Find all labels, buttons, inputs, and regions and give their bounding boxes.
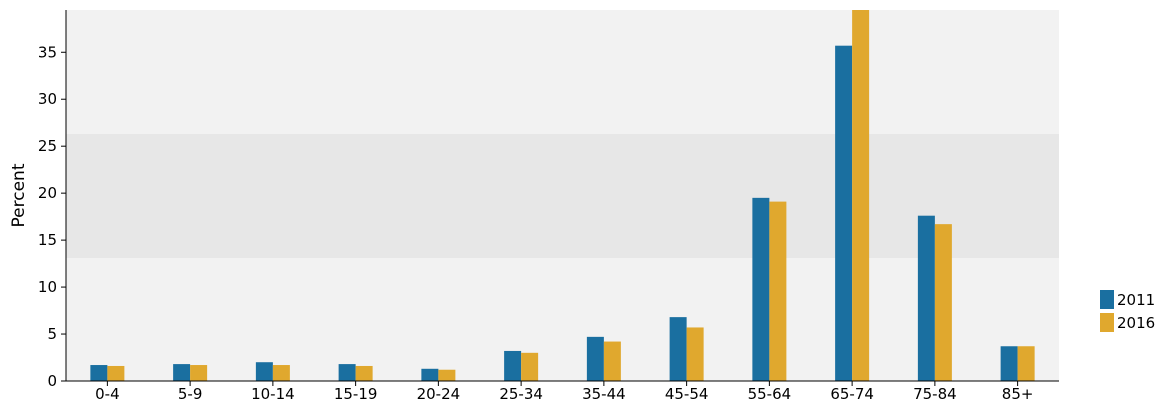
bars-group [90,10,1035,382]
y-tick-label: 5 [47,325,57,343]
legend: 2011 2016 [1100,290,1155,332]
bar-2011-0-4 [90,365,108,381]
legend-swatch-2011 [1100,290,1114,309]
bar-2011-5-9 [173,364,191,381]
bar-2011-20-24 [421,368,439,381]
legend-label-2016: 2016 [1117,314,1155,332]
y-tick-label: 25 [38,137,57,155]
bar-2016-55-64 [769,201,787,381]
x-tick-label: 15-19 [334,385,378,403]
legend-label-2011: 2011 [1117,291,1155,309]
x-tick-label: 25-34 [499,385,543,403]
y-axis: 0 5 10 15 20 25 30 35 [38,10,67,390]
x-axis: 0-4 5-9 10-14 15-19 20-24 25-34 35-44 45-54 55-6… [66,380,1059,403]
bar-2011-25-34 [504,350,522,381]
y-tick-label: 20 [38,184,57,202]
bar-2011-85+ [1000,346,1018,381]
x-tick-label: 0-4 [95,385,120,403]
x-tick-label: 45-54 [665,385,709,403]
bar-2016-85+ [1017,346,1035,381]
bar-2011-75-84 [917,215,935,381]
y-tick-label: 10 [38,278,57,296]
x-tick-label: 85+ [1002,385,1034,403]
bar-2016-20-24 [438,369,456,381]
bar-2016-25-34 [521,352,539,381]
bar-2016-10-14 [272,365,290,381]
y-axis-title: Percent [9,163,29,227]
x-tick-label: 5-9 [178,385,203,403]
bar-2011-10-14 [255,362,273,381]
y-tick-label: 35 [38,43,57,61]
bar-2011-45-54 [669,317,687,381]
y-tick-label: 15 [38,231,57,249]
x-tick-label: 55-64 [748,385,792,403]
legend-swatch-2016 [1100,313,1114,332]
x-tick-label: 65-74 [830,385,874,403]
bar-2016-15-19 [355,365,373,381]
x-tick-label: 35-44 [582,385,626,403]
bar-2011-65-74 [835,45,853,382]
bar-2016-35-44 [603,341,621,381]
shaded-band [66,134,1059,258]
plot-background [66,10,1059,381]
bar-2016-65-74 [852,10,870,381]
bar-2016-75-84 [934,224,952,381]
x-tick-label: 20-24 [417,385,461,403]
y-tick-label: 30 [38,90,57,108]
x-tick-label: 10-14 [251,385,295,403]
x-tick-label: 75-84 [913,385,957,403]
y-tick-label: 0 [47,372,57,390]
bar-2011-35-44 [586,336,604,381]
bar-2011-55-64 [752,197,770,381]
bar-2016-0-4 [107,365,125,381]
bar-2011-15-19 [338,364,356,381]
bar-2016-45-54 [686,327,704,381]
bar-2016-5-9 [190,365,208,381]
